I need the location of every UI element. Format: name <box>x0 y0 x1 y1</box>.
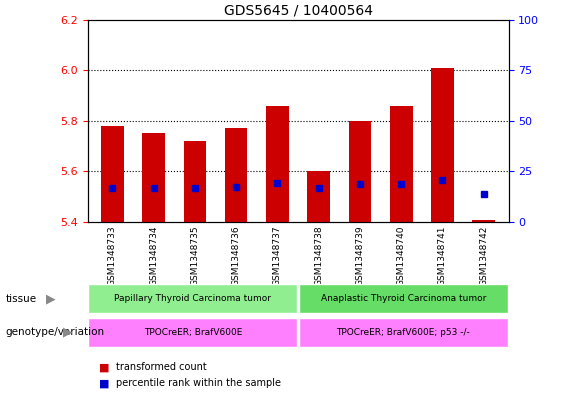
Text: transformed count: transformed count <box>116 362 207 373</box>
Text: ■: ■ <box>99 378 110 388</box>
Bar <box>101 126 124 222</box>
Bar <box>472 220 495 222</box>
Text: Anaplastic Thyroid Carcinoma tumor: Anaplastic Thyroid Carcinoma tumor <box>320 294 486 303</box>
Text: ▶: ▶ <box>46 292 56 305</box>
Text: GSM1348741: GSM1348741 <box>438 226 447 286</box>
Text: GSM1348734: GSM1348734 <box>149 226 158 286</box>
Text: genotype/variation: genotype/variation <box>6 327 105 337</box>
Text: ■: ■ <box>99 362 110 373</box>
Text: GSM1348733: GSM1348733 <box>108 226 117 286</box>
Bar <box>88 284 297 313</box>
Bar <box>142 134 165 222</box>
Bar <box>431 68 454 222</box>
Text: tissue: tissue <box>6 294 37 304</box>
Bar <box>88 318 297 347</box>
Text: GSM1348740: GSM1348740 <box>397 226 406 286</box>
Bar <box>349 121 371 222</box>
Text: GSM1348739: GSM1348739 <box>355 226 364 286</box>
Bar <box>390 106 412 222</box>
Bar <box>307 171 330 222</box>
Text: GSM1348738: GSM1348738 <box>314 226 323 286</box>
Text: Papillary Thyroid Carcinoma tumor: Papillary Thyroid Carcinoma tumor <box>114 294 271 303</box>
Bar <box>299 284 508 313</box>
Text: TPOCreER; BrafV600E; p53 -/-: TPOCreER; BrafV600E; p53 -/- <box>336 328 470 336</box>
Text: TPOCreER; BrafV600E: TPOCreER; BrafV600E <box>144 328 242 336</box>
Bar <box>299 318 508 347</box>
Text: GSM1348736: GSM1348736 <box>232 226 241 286</box>
Text: ▶: ▶ <box>63 325 73 339</box>
Title: GDS5645 / 10400564: GDS5645 / 10400564 <box>224 3 372 17</box>
Text: GSM1348737: GSM1348737 <box>273 226 282 286</box>
Bar <box>225 129 247 222</box>
Text: percentile rank within the sample: percentile rank within the sample <box>116 378 281 388</box>
Bar <box>184 141 206 222</box>
Text: GSM1348735: GSM1348735 <box>190 226 199 286</box>
Text: GSM1348742: GSM1348742 <box>479 226 488 286</box>
Bar <box>266 106 289 222</box>
